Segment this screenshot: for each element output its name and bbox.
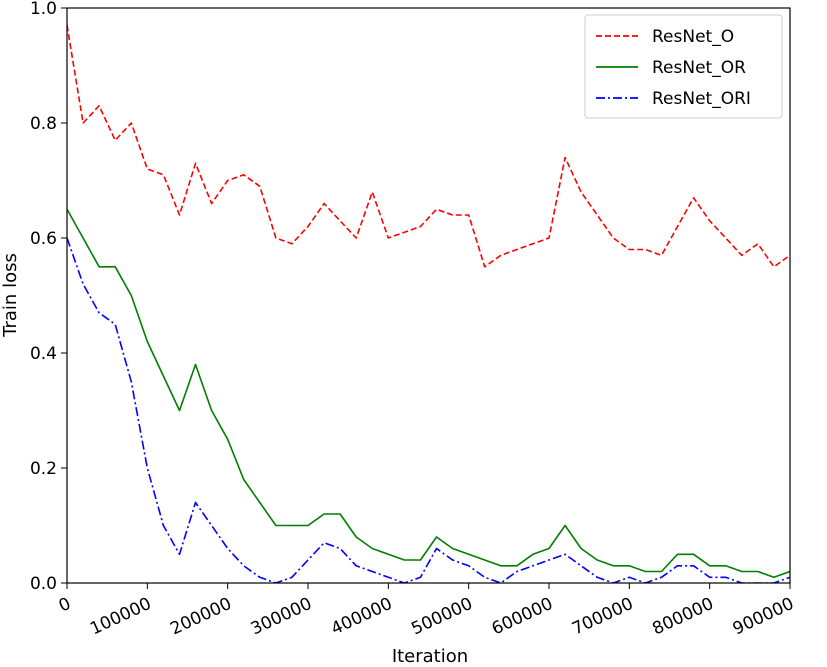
y-tick-label: 0.8: [30, 114, 57, 134]
y-tick-label: 1.0: [30, 0, 57, 19]
series-line-resnet-ori: [67, 237, 790, 583]
y-tick-label: 0.0: [30, 574, 57, 594]
series-layer: [67, 25, 790, 583]
x-tick-label: 100000: [87, 594, 154, 640]
x-tick-label: 500000: [408, 594, 475, 640]
legend: ResNet_O ResNet_OR ResNet_ORI: [584, 14, 783, 119]
y-tick-label: 0.2: [30, 459, 57, 479]
x-axis: 0 100000 200000 300000 400000 500000 600000 700…: [56, 583, 797, 639]
legend-label: ResNet_O: [652, 27, 734, 47]
x-tick-label: 900000: [730, 594, 797, 640]
y-axis-label: Train loss: [0, 253, 21, 338]
x-tick-label: 300000: [248, 594, 315, 640]
y-tick-label: 0.6: [30, 229, 57, 249]
y-tick-label: 0.4: [30, 344, 57, 364]
x-tick-label: 400000: [328, 594, 395, 640]
legend-box: [584, 14, 783, 119]
x-axis-label: Iteration: [392, 646, 468, 667]
x-tick-label: 800000: [649, 594, 716, 640]
legend-label: ResNet_ORI: [652, 89, 751, 109]
series-line-resnet-or: [67, 208, 790, 579]
x-tick-label: 200000: [167, 594, 234, 640]
series-line-resnet-o: [67, 25, 790, 268]
x-tick-label: 0: [56, 594, 74, 617]
x-tick-label: 600000: [489, 594, 556, 640]
x-tick-label: 700000: [569, 594, 636, 640]
plot-frame: [66, 7, 791, 584]
legend-label: ResNet_OR: [652, 58, 746, 78]
y-axis: 0.0 0.2 0.4 0.6 0.8 1.0: [30, 0, 67, 594]
